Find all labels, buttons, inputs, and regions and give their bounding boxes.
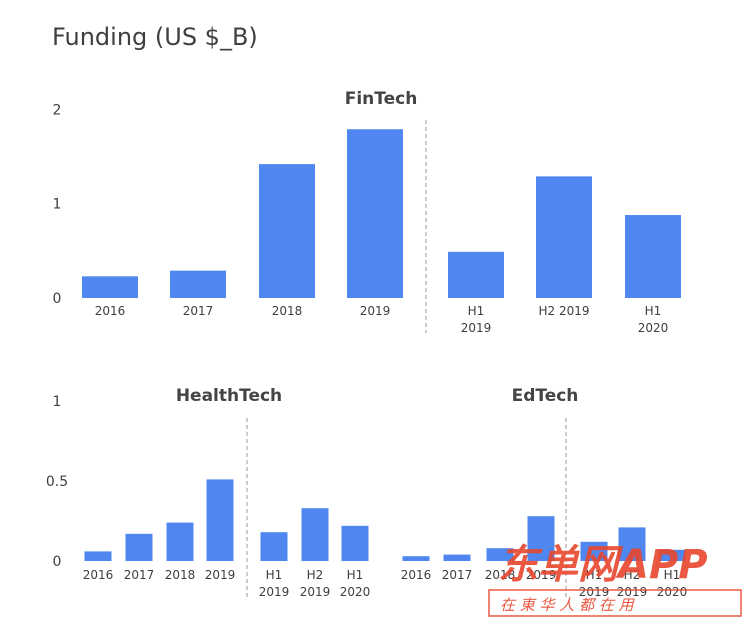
fintech-chart-title: FinTech	[345, 89, 418, 109]
healthtech-y-tick-label: 0	[53, 554, 62, 570]
edtech-x-tick-label: 2018	[485, 568, 516, 582]
edtech-bar	[443, 554, 471, 561]
healthtech-x-tick-label: 2018	[165, 568, 196, 582]
edtech-bar	[486, 548, 514, 561]
fintech-bar	[536, 176, 592, 298]
watermark-logo: 东单网APP 在 東 华 人 都 在 用	[488, 542, 742, 617]
healthtech-bar	[125, 533, 153, 561]
edtech-x-tick-label: H1 2020	[657, 568, 688, 599]
edtech-x-tick-label: 2019	[526, 568, 557, 582]
charts-layer: FinTech 0 1 2 2016 2017 2018 2019 H1 2019 H2 2019 H…	[46, 89, 687, 599]
watermark-box	[488, 589, 742, 617]
healthtech-chart-title: HealthTech	[176, 386, 282, 406]
edtech-x-tick-label: H1 2019	[579, 568, 610, 599]
fintech-y-tick-label: 0	[53, 291, 62, 307]
fintech-x-tick-label: 2016	[95, 304, 126, 318]
healthtech-x-tick-label: H1 2020	[340, 568, 371, 599]
fintech-y-tick-label: 2	[53, 102, 62, 118]
edtech-x-tick-label: H2 2019	[617, 568, 648, 599]
healthtech-x-tick-label: H2 2019	[300, 568, 331, 599]
fintech-bar	[259, 164, 315, 298]
edtech-chart-title: EdTech	[512, 386, 579, 406]
fintech-bar	[625, 215, 681, 298]
edtech-bar	[658, 549, 686, 561]
fintech-x-tick-label: 2019	[360, 304, 391, 318]
healthtech-bar	[301, 508, 329, 561]
healthtech-x-tick-label: 2016	[83, 568, 114, 582]
fintech-x-tick-label: H1 2020	[638, 304, 669, 335]
healthtech-bar	[341, 525, 369, 561]
fintech-x-tick-label: 2017	[183, 304, 214, 318]
fintech-bar	[82, 276, 138, 298]
fintech-x-tick-label: H2 2019	[538, 304, 589, 318]
edtech-x-tick-label: 2017	[442, 568, 473, 582]
edtech-bar	[580, 541, 608, 561]
healthtech-x-tick-label: H1 2019	[259, 568, 290, 599]
watermark-main-text: 东单网APP	[498, 542, 708, 588]
healthtech-x-tick-label: 2017	[124, 568, 155, 582]
healthtech-y-tick-label: 0.5	[46, 474, 68, 490]
healthtech-bar	[166, 522, 194, 561]
healthtech-y-tick-label: 1	[53, 394, 62, 410]
watermark-sub-text: 在 東 华 人 都 在 用	[500, 596, 636, 614]
edtech-bar	[402, 556, 430, 561]
edtech-bar	[527, 516, 555, 561]
healthtech-bar	[206, 479, 234, 561]
fintech-bar	[347, 129, 403, 298]
healthtech-bar	[84, 551, 112, 561]
healthtech-bar	[260, 532, 288, 561]
fintech-x-tick-label: H1 2019	[461, 304, 492, 335]
fintech-y-tick-label: 1	[53, 197, 62, 213]
edtech-bar	[618, 527, 646, 561]
fintech-bar	[170, 270, 226, 298]
edtech-x-tick-label: 2016	[401, 568, 432, 582]
page-title: Funding (US $_B)	[52, 23, 258, 51]
healthtech-x-tick-label: 2019	[205, 568, 236, 582]
fintech-x-tick-label: 2018	[272, 304, 303, 318]
fintech-bar	[448, 251, 504, 298]
